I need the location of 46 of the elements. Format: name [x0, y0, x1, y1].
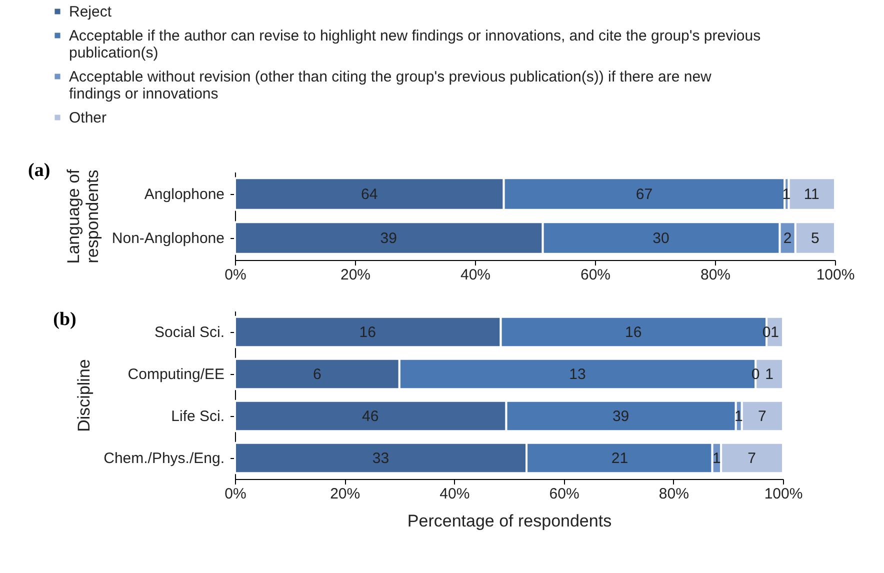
x-tick-label: 20%	[330, 486, 360, 502]
annotation: 7	[748, 450, 756, 467]
y-axis-title: Language of respondents	[64, 168, 102, 264]
annotation: 39	[380, 230, 397, 247]
x-tick-label: 60%	[549, 486, 580, 502]
x-tick-label: 0%	[224, 486, 246, 502]
legend-label: Other	[69, 110, 107, 126]
annotation: 30	[652, 230, 670, 247]
annotation: 1	[770, 324, 779, 341]
y-tick-label: Anglophone	[144, 186, 224, 203]
annotation: 11	[804, 186, 820, 203]
legend-label: Acceptable if the author can revise to highlight new findings or innovations, and cite the group's previous publication(s)	[69, 28, 761, 62]
annotation: 7	[758, 408, 766, 425]
x-tick-label: 100%	[816, 266, 855, 284]
y-tick-label: Chem./Phys./Eng.	[104, 450, 224, 467]
y-tick-label: Life Sci.	[171, 408, 224, 425]
annotation: 16	[359, 324, 376, 341]
legend-label: Acceptable without revision (other than citing the group's previous publication(s)) if there are new findings or innovations	[69, 68, 712, 102]
annotation: 6	[313, 366, 322, 383]
annotation: 21	[611, 450, 628, 467]
x-tick-label: 100%	[764, 486, 803, 502]
text: (b)	[53, 309, 76, 330]
text: (a)	[28, 160, 50, 181]
y-tick-label: Social Sci.	[154, 324, 224, 341]
annotation: 13	[569, 366, 586, 383]
x-tick-label: 0%	[224, 266, 246, 284]
annotation: 16	[625, 324, 642, 341]
annotation: 64	[361, 186, 378, 203]
annotation: 2	[783, 230, 792, 247]
annotation: 46	[362, 408, 379, 425]
x-tick-label: 20%	[340, 266, 371, 284]
annotation: 1	[765, 366, 774, 383]
x-tick-label: 60%	[580, 266, 611, 284]
y-tick-label: Non-Anglophone	[112, 230, 224, 247]
legend-label: Reject	[69, 4, 112, 20]
x-axis-title: Percentage of respondents	[407, 512, 612, 530]
annotation: 39	[612, 408, 630, 425]
annotation: 33	[372, 450, 390, 467]
x-tick-label: 80%	[700, 266, 731, 284]
x-tick-label: 40%	[440, 486, 470, 502]
y-axis-title: Discipline	[74, 359, 94, 432]
annotation: 67	[636, 186, 653, 203]
y-tick-label: Computing/EE	[128, 366, 224, 383]
x-tick-label: 40%	[460, 266, 491, 284]
x-tick-label: 80%	[658, 486, 689, 502]
annotation: 5	[811, 230, 820, 247]
